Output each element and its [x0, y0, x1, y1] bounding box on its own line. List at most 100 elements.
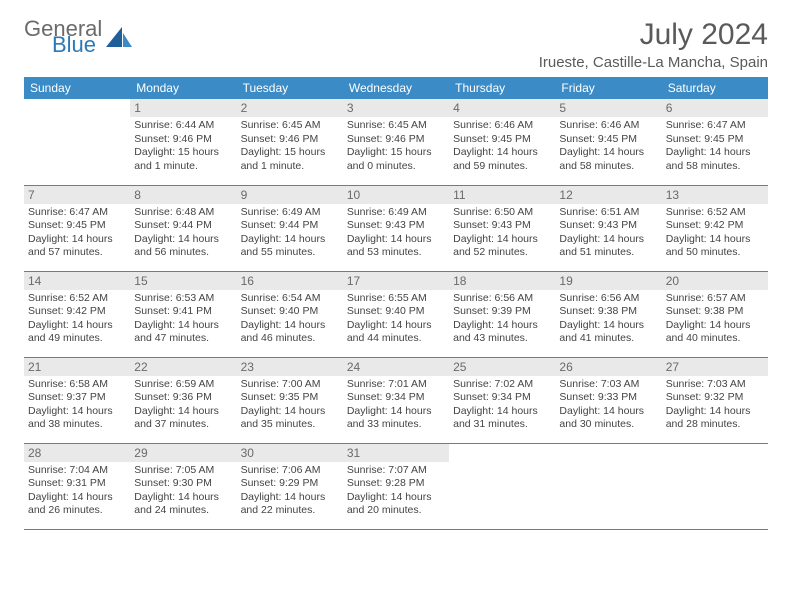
day-number: 15: [130, 272, 236, 290]
sunset-line: Sunset: 9:43 PM: [347, 219, 445, 233]
daylight-line: Daylight: 14 hours: [134, 491, 232, 505]
daylight-line: Daylight: 14 hours: [28, 405, 126, 419]
calendar-week-row: 21Sunrise: 6:58 AMSunset: 9:37 PMDayligh…: [24, 357, 768, 443]
sunrise-line: Sunrise: 6:50 AM: [453, 206, 551, 220]
daylight-line: Daylight: 14 hours: [347, 233, 445, 247]
sunrise-line: Sunrise: 6:45 AM: [241, 119, 339, 133]
location-label: Irueste, Castille-La Mancha, Spain: [539, 54, 768, 71]
daylight-line: and 31 minutes.: [453, 418, 551, 432]
calendar-cell: 31Sunrise: 7:07 AMSunset: 9:28 PMDayligh…: [343, 443, 449, 529]
daylight-line: Daylight: 14 hours: [241, 319, 339, 333]
daylight-line: Daylight: 14 hours: [453, 319, 551, 333]
daylight-line: Daylight: 14 hours: [241, 233, 339, 247]
sunset-line: Sunset: 9:35 PM: [241, 391, 339, 405]
sunset-line: Sunset: 9:40 PM: [347, 305, 445, 319]
daylight-line: and 55 minutes.: [241, 246, 339, 260]
sunrise-line: Sunrise: 6:54 AM: [241, 292, 339, 306]
sunset-line: Sunset: 9:36 PM: [134, 391, 232, 405]
sunrise-line: Sunrise: 7:04 AM: [28, 464, 126, 478]
calendar-cell: 4Sunrise: 6:46 AMSunset: 9:45 PMDaylight…: [449, 99, 555, 185]
sunset-line: Sunset: 9:44 PM: [134, 219, 232, 233]
daylight-line: Daylight: 14 hours: [347, 405, 445, 419]
sunset-line: Sunset: 9:44 PM: [241, 219, 339, 233]
daylight-line: Daylight: 14 hours: [559, 405, 657, 419]
sunset-line: Sunset: 9:34 PM: [453, 391, 551, 405]
daylight-line: Daylight: 14 hours: [666, 233, 764, 247]
day-number: 18: [449, 272, 555, 290]
calendar-cell: [555, 443, 661, 529]
daylight-line: and 33 minutes.: [347, 418, 445, 432]
daylight-line: Daylight: 14 hours: [453, 146, 551, 160]
sunset-line: Sunset: 9:39 PM: [453, 305, 551, 319]
calendar-cell: 21Sunrise: 6:58 AMSunset: 9:37 PMDayligh…: [24, 357, 130, 443]
calendar-cell: 16 Sunrise: 6:54 AMSunset: 9:40 PMDayligh…: [237, 271, 343, 357]
daylight-line: Daylight: 14 hours: [28, 491, 126, 505]
day-number: 19: [555, 272, 661, 290]
title-block: July 2024 Irueste, Castille-La Mancha, S…: [539, 18, 768, 71]
daylight-line: and 59 minutes.: [453, 160, 551, 174]
sunrise-line: Sunrise: 7:03 AM: [666, 378, 764, 392]
day-header: Sunday: [24, 77, 130, 99]
calendar-cell: [449, 443, 555, 529]
sunrise-line: Sunrise: 6:51 AM: [559, 206, 657, 220]
daylight-line: and 28 minutes.: [666, 418, 764, 432]
sunrise-line: Sunrise: 7:01 AM: [347, 378, 445, 392]
sunrise-line: Sunrise: 7:02 AM: [453, 378, 551, 392]
sunrise-line: Sunrise: 6:49 AM: [241, 206, 339, 220]
sunset-line: Sunset: 9:45 PM: [559, 133, 657, 147]
sunrise-line: Sunrise: 7:07 AM: [347, 464, 445, 478]
daylight-line: Daylight: 15 hours: [347, 146, 445, 160]
sunrise-line: Sunrise: 7:03 AM: [559, 378, 657, 392]
calendar-cell: 11Sunrise: 6:50 AMSunset: 9:43 PMDayligh…: [449, 185, 555, 271]
logo-sail-icon: [106, 27, 132, 49]
day-number: 23: [237, 358, 343, 376]
daylight-line: and 58 minutes.: [559, 160, 657, 174]
sunrise-line: Sunrise: 7:00 AM: [241, 378, 339, 392]
daylight-line: and 20 minutes.: [347, 504, 445, 518]
calendar-week-row: 14Sunrise: 6:52 AMSunset: 9:42 PMDayligh…: [24, 271, 768, 357]
calendar-cell: 18 Sunrise: 6:56 AMSunset: 9:39 PMDayligh…: [449, 271, 555, 357]
calendar-week-row: 7Sunrise: 6:47 AMSunset: 9:45 PMDaylight…: [24, 185, 768, 271]
sunset-line: Sunset: 9:45 PM: [28, 219, 126, 233]
daylight-line: Daylight: 14 hours: [134, 319, 232, 333]
sunset-line: Sunset: 9:46 PM: [347, 133, 445, 147]
calendar-cell: 10Sunrise: 6:49 AMSunset: 9:43 PMDayligh…: [343, 185, 449, 271]
calendar-cell: 25Sunrise: 7:02 AMSunset: 9:34 PMDayligh…: [449, 357, 555, 443]
sunset-line: Sunset: 9:42 PM: [666, 219, 764, 233]
daylight-line: Daylight: 14 hours: [347, 319, 445, 333]
day-header: Thursday: [449, 77, 555, 99]
daylight-line: and 1 minute.: [241, 160, 339, 174]
daylight-line: and 56 minutes.: [134, 246, 232, 260]
daylight-line: and 44 minutes.: [347, 332, 445, 346]
day-number: 3: [343, 99, 449, 117]
calendar-cell: [24, 99, 130, 185]
day-header-row: Sunday Monday Tuesday Wednesday Thursday…: [24, 77, 768, 99]
day-header: Monday: [130, 77, 236, 99]
daylight-line: Daylight: 14 hours: [666, 146, 764, 160]
sunset-line: Sunset: 9:29 PM: [241, 477, 339, 491]
calendar-cell: 24Sunrise: 7:01 AMSunset: 9:34 PMDayligh…: [343, 357, 449, 443]
daylight-line: Daylight: 15 hours: [241, 146, 339, 160]
daylight-line: and 50 minutes.: [666, 246, 764, 260]
sunset-line: Sunset: 9:32 PM: [666, 391, 764, 405]
sunrise-line: Sunrise: 6:46 AM: [559, 119, 657, 133]
daylight-line: and 51 minutes.: [559, 246, 657, 260]
calendar-cell: 15Sunrise: 6:53 AMSunset: 9:41 PMDayligh…: [130, 271, 236, 357]
sunset-line: Sunset: 9:28 PM: [347, 477, 445, 491]
calendar-cell: 26Sunrise: 7:03 AMSunset: 9:33 PMDayligh…: [555, 357, 661, 443]
calendar-cell: 7Sunrise: 6:47 AMSunset: 9:45 PMDaylight…: [24, 185, 130, 271]
sunset-line: Sunset: 9:40 PM: [241, 305, 339, 319]
calendar-cell: 13Sunrise: 6:52 AMSunset: 9:42 PMDayligh…: [662, 185, 768, 271]
sunrise-line: Sunrise: 6:58 AM: [28, 378, 126, 392]
daylight-line: and 58 minutes.: [666, 160, 764, 174]
day-number: 30: [237, 444, 343, 462]
daylight-line: Daylight: 14 hours: [559, 233, 657, 247]
sunrise-line: Sunrise: 6:56 AM: [453, 292, 551, 306]
day-number: 21: [24, 358, 130, 376]
day-header: Wednesday: [343, 77, 449, 99]
day-number: 16: [237, 272, 343, 290]
daylight-line: and 46 minutes.: [241, 332, 339, 346]
calendar-cell: 1Sunrise: 6:44 AMSunset: 9:46 PMDaylight…: [130, 99, 236, 185]
sunrise-line: Sunrise: 6:47 AM: [666, 119, 764, 133]
daylight-line: Daylight: 14 hours: [241, 405, 339, 419]
